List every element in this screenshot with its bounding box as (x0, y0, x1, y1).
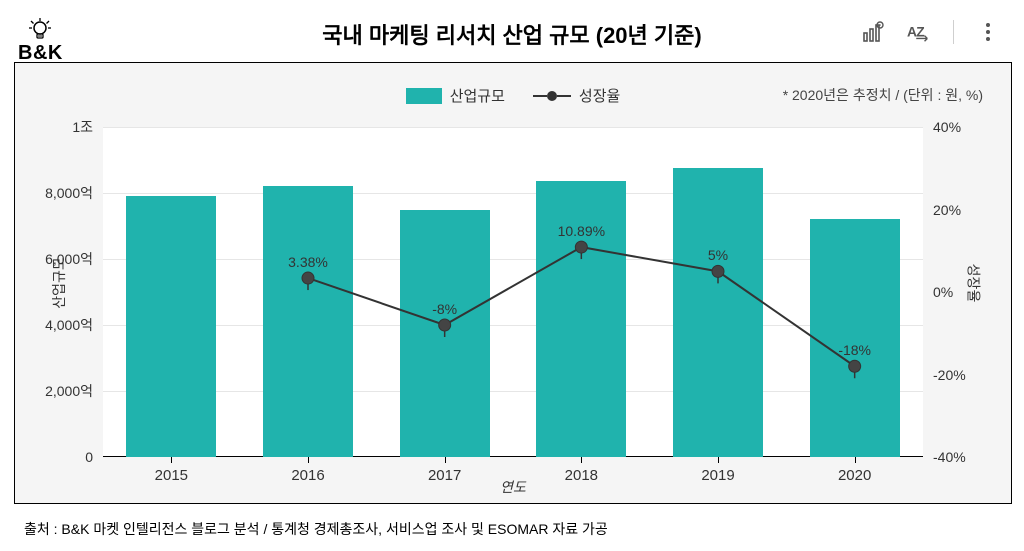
line-point-label: -8% (432, 301, 457, 317)
legend-item-line: 성장율 (533, 85, 620, 106)
legend-item-bar: 산업규모 (406, 85, 505, 106)
y1-tick-label: 4,000억 (45, 315, 103, 335)
more-menu-icon[interactable] (976, 20, 1000, 44)
chart-settings-icon[interactable] (861, 20, 885, 44)
y2-tick-label: 0% (923, 284, 953, 300)
svg-text:Z: Z (916, 24, 925, 40)
y2-axis-title: 성장율 (964, 264, 984, 303)
line-series (103, 127, 923, 457)
y2-tick-label: 20% (923, 202, 961, 218)
y2-tick-label: -40% (923, 449, 966, 465)
y1-tick-label: 1조 (72, 117, 103, 137)
legend-line-label: 성장율 (579, 85, 620, 106)
x-tick-label: 2019 (701, 457, 734, 484)
y2-tick-label: -20% (923, 367, 966, 383)
legend-bar-label: 산업규모 (450, 85, 505, 106)
x-tick-label: 2017 (428, 457, 461, 484)
x-tick-label: 2016 (291, 457, 324, 484)
legend-swatch-line (533, 91, 571, 101)
y1-tick-label: 2,000억 (45, 381, 103, 401)
line-point-label: 3.38% (288, 254, 328, 270)
legend-swatch-bar (406, 88, 442, 104)
toolbar: A Z (861, 20, 1000, 44)
chart-panel: 산업규모 성장율 * 2020년은 추정치 / (단위 : 원, %) 산업규모… (14, 62, 1012, 504)
y1-tick-label: 0 (85, 449, 103, 465)
y2-tick-label: 40% (923, 119, 961, 135)
y1-tick-label: 8,000억 (45, 183, 103, 203)
x-tick-label: 2020 (838, 457, 871, 484)
line-point-label: 5% (708, 247, 728, 263)
page-title: 국내 마케팅 리서치 산업 규모 (20년 기준) (322, 18, 701, 50)
x-tick-label: 2018 (565, 457, 598, 484)
toolbar-divider (953, 20, 954, 44)
lightbulb-icon (27, 18, 53, 40)
x-axis-title: 연도 (500, 477, 526, 497)
plot-area: 02,000억4,000억6,000억8,000억1조-40%-20%0%20%… (103, 127, 923, 457)
line-point-label: 10.89% (558, 223, 605, 239)
line-point-label: -18% (838, 342, 871, 358)
source-citation: 출처 : B&K 마켓 인텔리전스 블로그 분석 / 통계청 경제총조사, 서비… (24, 519, 608, 539)
chart-note: * 2020년은 추정치 / (단위 : 원, %) (783, 85, 983, 105)
x-tick-label: 2015 (155, 457, 188, 484)
logo: B&K (18, 18, 63, 65)
y1-tick-label: 6,000억 (45, 249, 103, 269)
sort-az-icon[interactable]: A Z (907, 20, 931, 44)
